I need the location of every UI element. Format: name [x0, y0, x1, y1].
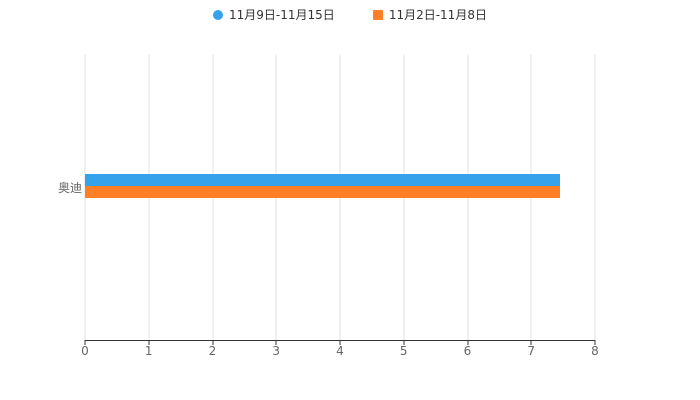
- x-axis-tick-mark: [594, 340, 596, 345]
- legend-square-marker-icon: [372, 9, 383, 20]
- legend-item-series1[interactable]: 11月9日-11月15日: [213, 6, 335, 23]
- x-axis-tick-label: 3: [272, 344, 281, 358]
- bar-series2[interactable]: [85, 186, 560, 198]
- x-axis-tick-label: 8: [591, 344, 599, 358]
- x-axis-tick-mark: [148, 340, 150, 345]
- x-axis-tick-mark: [467, 340, 468, 345]
- x-axis-tick-label: 5: [399, 344, 408, 358]
- x-axis-tick-mark: [339, 340, 341, 345]
- x-axis-tick-mark: [212, 340, 213, 345]
- y-category-label: 奥迪: [57, 181, 82, 195]
- x-axis-tick-label: 6: [463, 344, 472, 358]
- x-axis-tick-label: 7: [527, 344, 536, 358]
- x-axis-tick-label: 0: [81, 344, 89, 358]
- gridline: [594, 55, 596, 340]
- x-axis-tick-label: 2: [208, 344, 217, 358]
- bar-series1[interactable]: [85, 174, 560, 186]
- x-axis-tick-mark: [403, 340, 405, 345]
- legend-label-series2: 11月2日-11月8日: [388, 8, 487, 22]
- plot-area: [84, 55, 596, 345]
- x-axis-tick-label: 1: [144, 344, 153, 358]
- legend-item-series2[interactable]: 11月2日-11月8日: [372, 6, 487, 23]
- x-axis-tick-mark: [84, 340, 86, 345]
- chart-legend: 11月9日-11月15日 11月2日-11月8日: [0, 6, 700, 23]
- x-axis-tick-mark: [530, 340, 532, 345]
- x-axis-tick-mark: [275, 340, 277, 345]
- x-axis: 0 1 2 3 4 5 6 7 8: [81, 344, 599, 360]
- legend-circle-marker-icon: [213, 9, 224, 20]
- legend-label-series1: 11月9日-11月15日: [229, 8, 335, 22]
- x-axis-tick-label: 4: [336, 344, 344, 358]
